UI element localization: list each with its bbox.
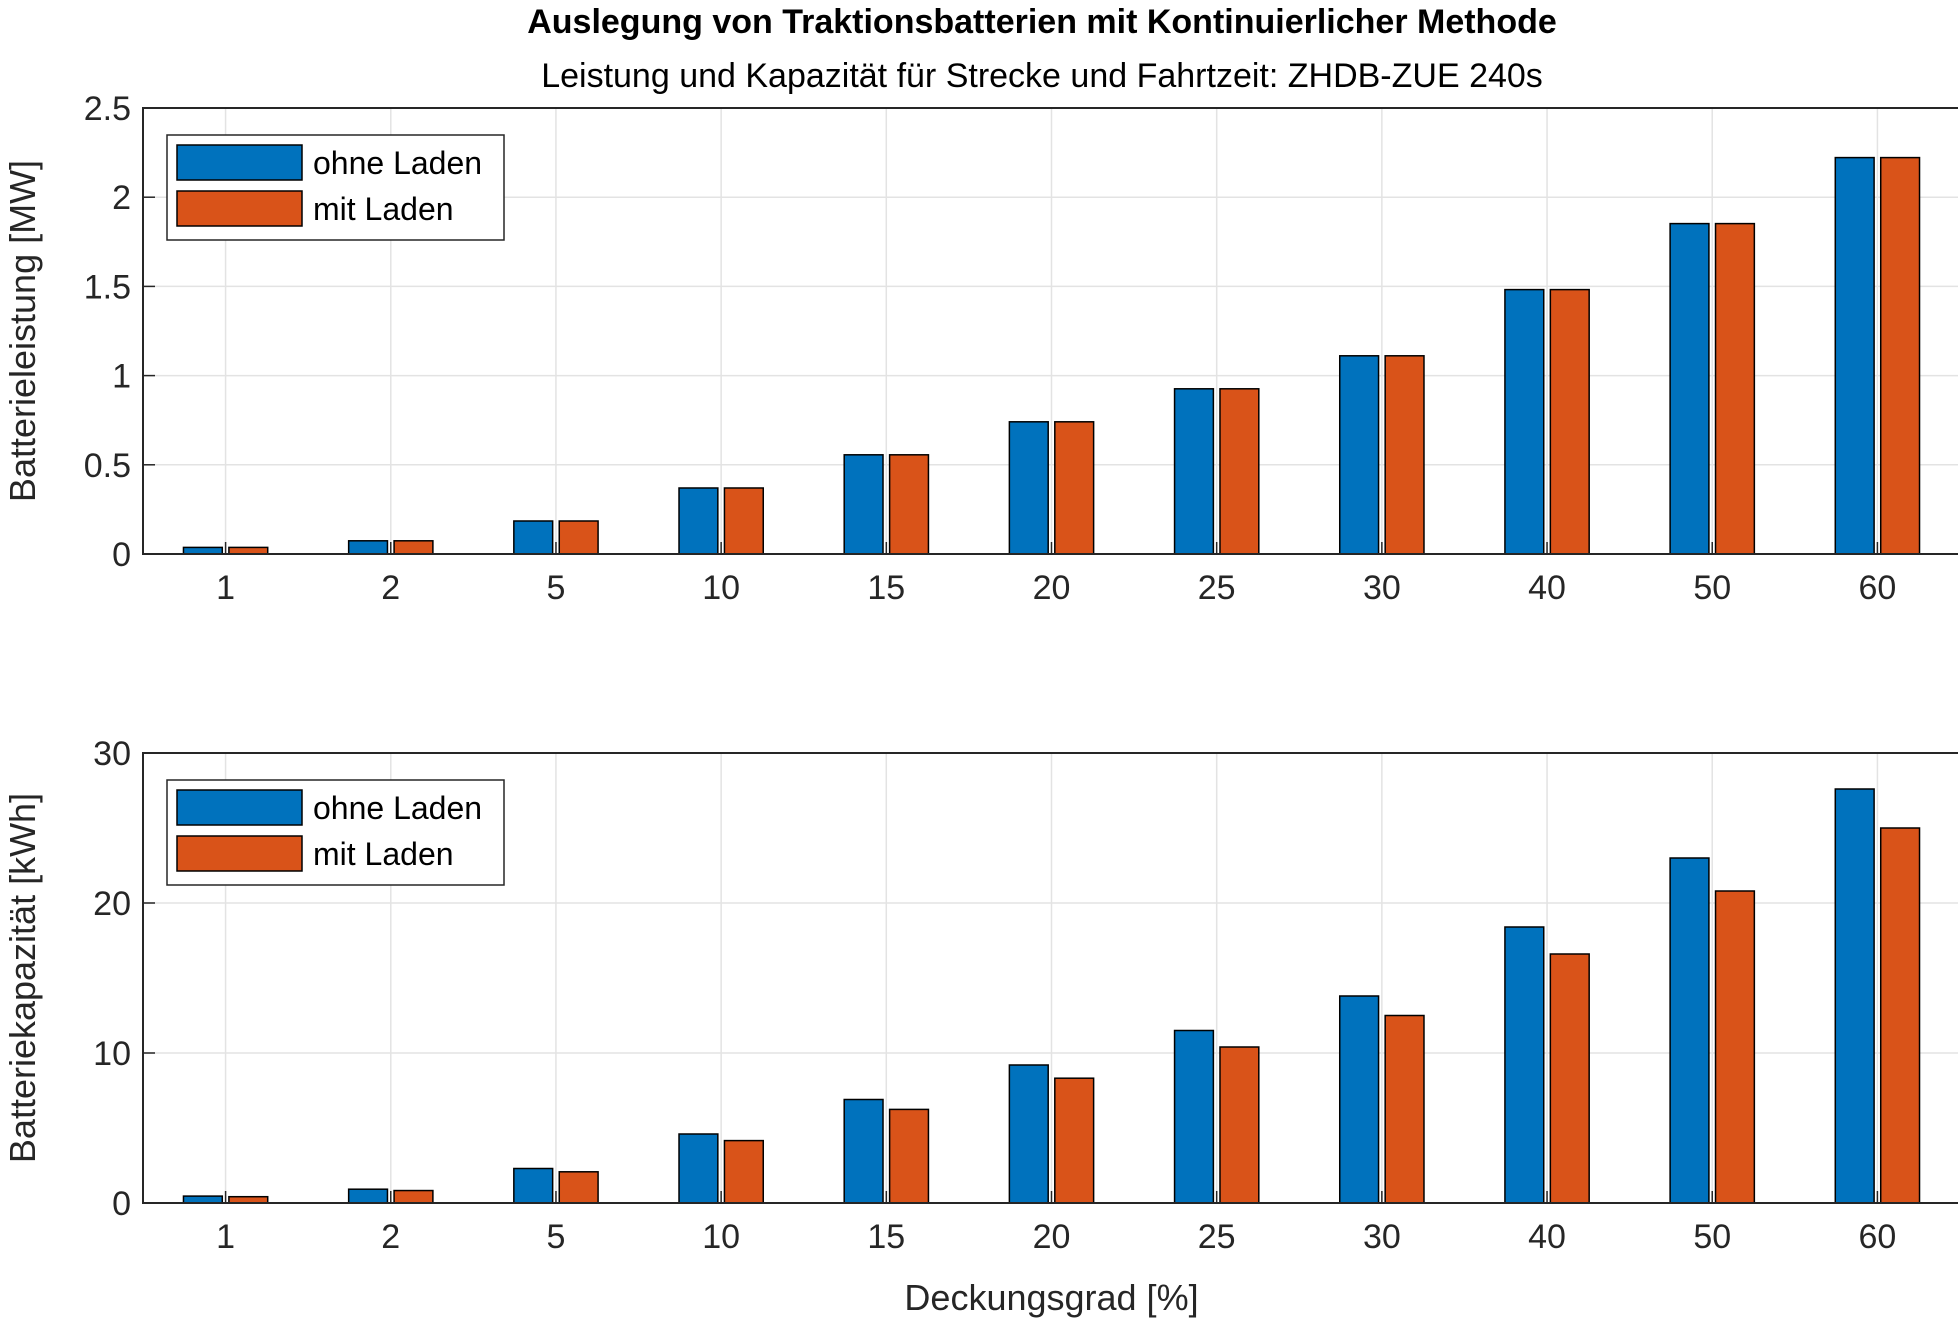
power-chart: 00.511.522.51 2 5 10 15 20 25 30 40 50 60Batteriel… — [2, 90, 1958, 607]
power-bar-mit-laden-30 — [1384, 355, 1425, 555]
power-bar-ohne-laden-50 — [1669, 222, 1710, 555]
power-xtick-label: 50 — [1693, 569, 1731, 607]
power-xtick-label: 5 — [546, 569, 565, 607]
power-legend-swatch-ohne-laden — [176, 144, 303, 181]
power-xtick-label: 10 — [702, 569, 740, 607]
capacity-ytick-label: 30 — [93, 735, 131, 773]
power-legend-label-mit-laden: mit Laden — [313, 191, 454, 227]
capacity-axes-box — [142, 752, 1958, 1204]
capacity-bar-mit-laden-5 — [558, 1171, 599, 1204]
capacity-xtick-label: 50 — [1693, 1218, 1731, 1256]
capacity-xtick-label: 15 — [867, 1218, 905, 1256]
capacity-bar-ohne-laden-2 — [347, 1188, 389, 1204]
power-xtick-label: 2 — [381, 569, 400, 607]
capacity-ytick-label: 10 — [93, 1035, 131, 1073]
power-xtick-label: 30 — [1363, 569, 1401, 607]
capacity-bar-mit-laden-30 — [1384, 1014, 1425, 1204]
capacity-legend: ohne Laden mit Laden — [166, 779, 505, 886]
power-bar-ohne-laden-10 — [678, 487, 719, 555]
power-bar-mit-laden-50 — [1714, 222, 1756, 555]
power-legend-swatch-mit-laden — [176, 190, 303, 227]
capacity-legend-swatch-mit-laden — [176, 835, 303, 872]
power-bar-mit-laden-25 — [1219, 388, 1260, 555]
capacity-bar-ohne-laden-5 — [513, 1167, 554, 1204]
power-ytick-label: 0 — [112, 536, 131, 574]
capacity-legend-label-ohne-laden: ohne Laden — [313, 790, 482, 826]
power-bar-mit-laden-5 — [558, 520, 599, 555]
power-bar-ohne-laden-5 — [513, 520, 554, 555]
capacity-xtick-label: 60 — [1858, 1218, 1896, 1256]
capacity-ytick-label: 20 — [93, 885, 131, 923]
figure-title: Auslegung von Traktionsbatterien mit Kon… — [527, 3, 1557, 41]
power-ytick-label: 2 — [112, 179, 131, 217]
capacity-bar-mit-laden-2 — [393, 1189, 434, 1204]
capacity-bar-ohne-laden-60 — [1834, 788, 1875, 1204]
power-axes-box — [142, 107, 1958, 555]
power-legend-label-ohne-laden: ohne Laden — [313, 145, 482, 181]
capacity-bar-mit-laden-25 — [1219, 1046, 1260, 1204]
power-ytick-label: 0.5 — [84, 447, 131, 485]
power-xtick-label: 60 — [1858, 569, 1896, 607]
capacity-bar-ohne-laden-1 — [182, 1195, 224, 1204]
capacity-bar-mit-laden-15 — [888, 1108, 930, 1204]
capacity-xtick-label: 5 — [546, 1218, 565, 1256]
capacity-bar-mit-laden-10 — [723, 1139, 765, 1204]
power-bar-mit-laden-60 — [1879, 156, 1921, 555]
power-ylabel: Batterieleistung [MW] — [2, 160, 43, 502]
capacity-xtick-label: 20 — [1033, 1218, 1071, 1256]
power-bar-ohne-laden-20 — [1008, 421, 1049, 555]
capacity-bar-ohne-laden-30 — [1338, 995, 1380, 1204]
power-bar-mit-laden-20 — [1054, 421, 1095, 555]
power-bar-ohne-laden-25 — [1173, 388, 1215, 555]
power-bar-ohne-laden-40 — [1504, 288, 1545, 555]
capacity-legend-label-mit-laden: mit Laden — [313, 836, 454, 872]
power-ytick-label: 1 — [112, 358, 131, 396]
power-ytick-label: 2.5 — [84, 90, 131, 128]
capacity-bar-mit-laden-40 — [1549, 953, 1590, 1204]
power-bar-ohne-laden-60 — [1834, 156, 1875, 555]
power-legend: ohne Laden mit Laden — [166, 134, 505, 241]
capacity-bar-mit-laden-50 — [1714, 890, 1756, 1204]
capacity-xtick-label: 1 — [216, 1218, 235, 1256]
power-bar-ohne-laden-15 — [843, 454, 884, 555]
capacity-bar-ohne-laden-50 — [1669, 857, 1710, 1204]
capacity-ylabel: Batteriekapazität [kWh] — [2, 793, 43, 1163]
capacity-xtick-label: 2 — [381, 1218, 400, 1256]
power-xtick-label: 25 — [1198, 569, 1236, 607]
capacity-bar-ohne-laden-15 — [843, 1098, 884, 1204]
power-bar-ohne-laden-2 — [347, 540, 389, 555]
power-bar-mit-laden-2 — [393, 540, 434, 555]
capacity-xlabel: Deckungsgrad [%] — [904, 1277, 1198, 1318]
capacity-bar-ohne-laden-25 — [1173, 1029, 1215, 1204]
power-bar-mit-laden-15 — [888, 454, 930, 555]
power-bar-ohne-laden-30 — [1338, 355, 1380, 555]
capacity-ytick-label: 0 — [112, 1185, 131, 1223]
figure-subtitle: Leistung und Kapazität für Strecke und F… — [541, 57, 1543, 95]
power-bar-mit-laden-10 — [723, 487, 765, 555]
power-ytick-label: 1.5 — [84, 268, 131, 306]
capacity-legend-swatch-ohne-laden — [176, 789, 303, 826]
capacity-xtick-label: 10 — [702, 1218, 740, 1256]
power-xtick-label: 1 — [216, 569, 235, 607]
capacity-bar-mit-laden-60 — [1879, 827, 1921, 1204]
capacity-xtick-label: 40 — [1528, 1218, 1566, 1256]
power-bar-mit-laden-40 — [1549, 288, 1590, 555]
capacity-xtick-label: 25 — [1198, 1218, 1236, 1256]
capacity-bar-ohne-laden-40 — [1504, 926, 1545, 1204]
power-xtick-label: 20 — [1033, 569, 1071, 607]
capacity-bar-mit-laden-20 — [1054, 1077, 1095, 1204]
capacity-xtick-label: 30 — [1363, 1218, 1401, 1256]
power-xtick-label: 15 — [867, 569, 905, 607]
power-xtick-label: 40 — [1528, 569, 1566, 607]
capacity-bar-ohne-laden-20 — [1008, 1064, 1049, 1204]
capacity-bar-ohne-laden-10 — [678, 1133, 719, 1204]
